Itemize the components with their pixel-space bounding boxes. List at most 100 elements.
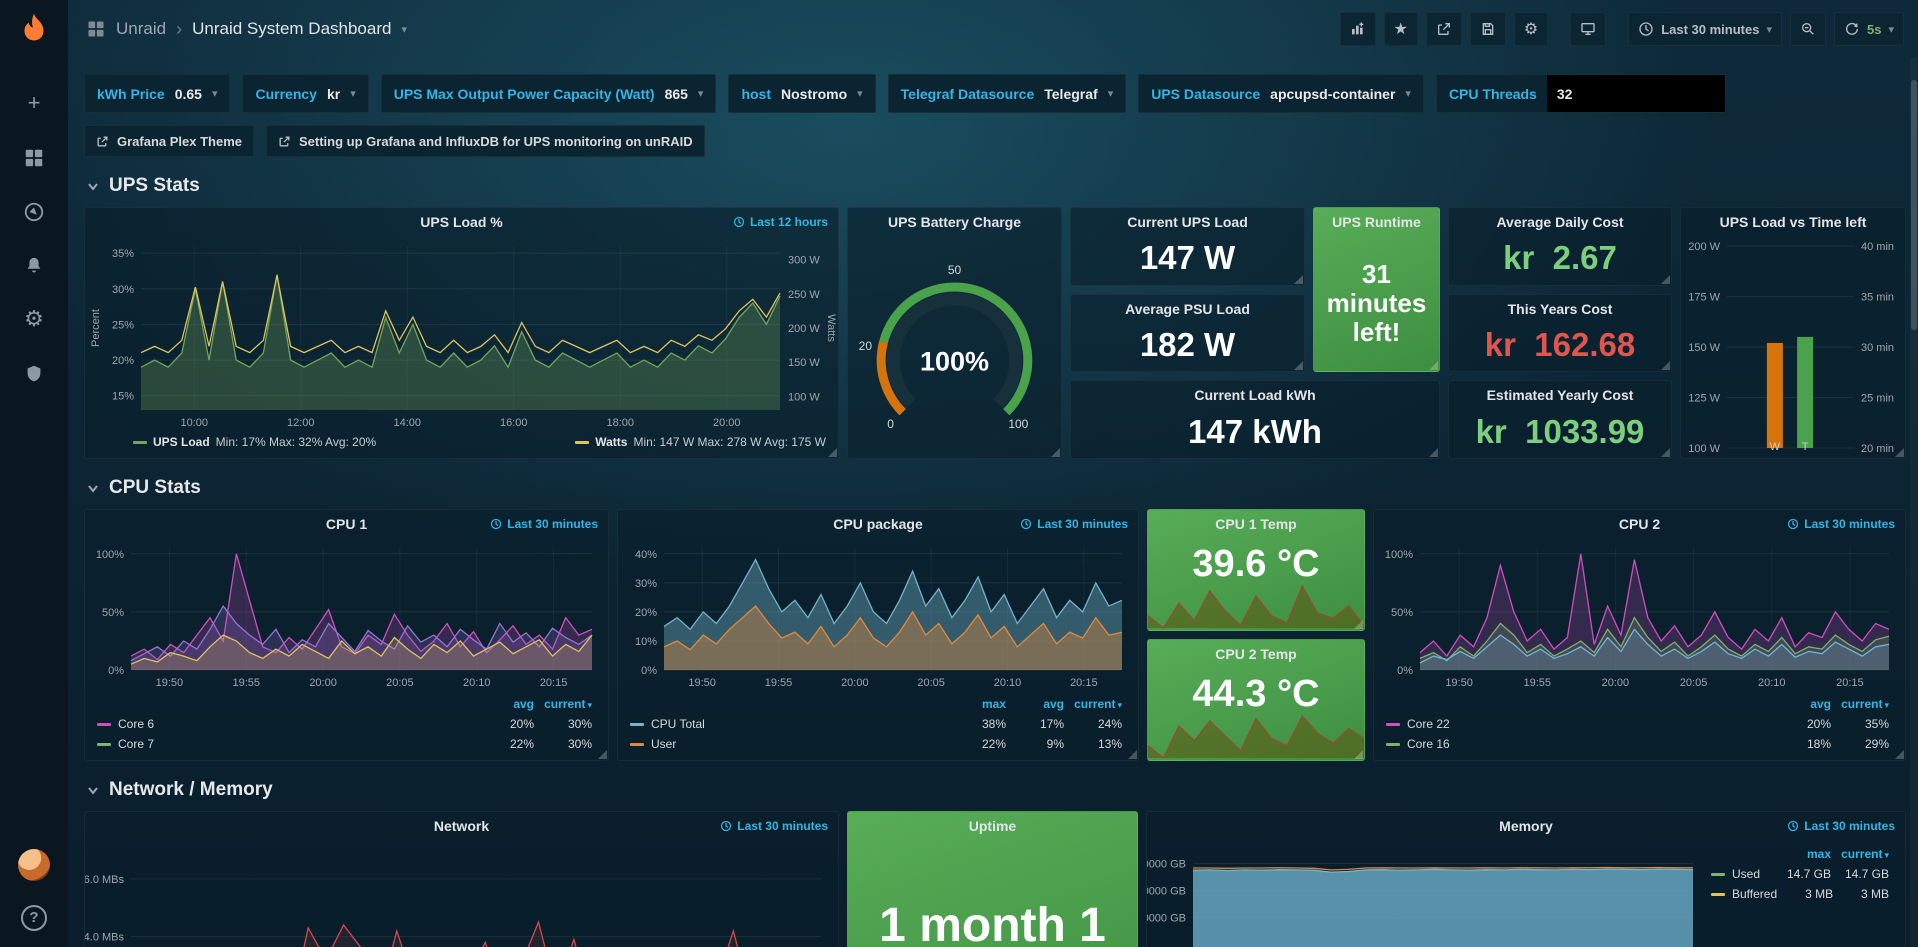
panel-title[interactable]: Average Daily Cost <box>1496 214 1624 230</box>
clock-icon <box>1788 518 1799 530</box>
legend-header-current[interactable]: current <box>1064 697 1122 711</box>
admin-shield-icon[interactable] <box>21 360 47 386</box>
row-header-ups-stats[interactable]: UPS Stats <box>86 175 1906 197</box>
refresh-button[interactable]: 5s ▾ <box>1834 12 1904 46</box>
cpu1-graph[interactable]: 19:50 19:55 20:00 20:05 20:10 20:15 0% 50% 100% <box>85 538 608 692</box>
variable-value[interactable]: Nostromo <box>781 85 848 102</box>
legend-series[interactable]: Core 7 <box>97 737 476 751</box>
link-ups-monitoring-guide[interactable]: Setting up Grafana and InfluxDB for UPS … <box>266 125 705 157</box>
legend-header-avg[interactable]: avg <box>513 697 534 711</box>
variable-value[interactable]: 865 <box>664 85 688 102</box>
variable-value[interactable]: 0.65 <box>174 85 202 102</box>
chevron-down-icon <box>88 787 98 795</box>
external-link-icon <box>279 135 290 147</box>
panel-title[interactable]: Network <box>433 818 490 834</box>
panel-title[interactable]: CPU 2 Temp <box>1215 646 1297 662</box>
legend-header-avg[interactable]: avg <box>1810 697 1831 711</box>
cpu2-graph[interactable]: 19:50 19:55 20:00 20:05 20:10 20:15 0% 50% 100% <box>1374 538 1905 692</box>
panel-title[interactable]: Memory <box>1499 818 1553 834</box>
cpu-package-graph[interactable]: 19:50 19:55 20:00 20:05 20:10 20:15 0% 10% 20% 30… <box>618 538 1138 692</box>
cpu-temp-column: CPU 1 Temp 39.6 °C CPU 2 Temp 44.3 °C <box>1147 509 1365 761</box>
panel-title[interactable]: CPU 1 <box>325 516 368 532</box>
panel-title[interactable]: UPS Load vs Time left <box>1719 214 1867 230</box>
row-header-network-memory[interactable]: Network / Memory <box>86 779 1906 801</box>
legend-header-current[interactable]: current <box>1831 847 1889 861</box>
dashboard-settings-button[interactable]: ⚙ <box>1513 12 1549 46</box>
legend-series[interactable]: Core 16 <box>1386 737 1773 751</box>
panel-title[interactable]: Average PSU Load <box>1125 300 1250 317</box>
legend-header-max[interactable]: max <box>1806 847 1831 861</box>
svg-text:200 W: 200 W <box>788 323 820 335</box>
panel-title[interactable]: CPU 2 <box>1618 516 1661 532</box>
legend-item[interactable]: Watts Min: 147 W Max: 278 W Avg: 175 W <box>575 435 826 449</box>
variable-value[interactable]: apcupsd-container <box>1270 85 1396 102</box>
memory-graph[interactable]: 50.000000 GB 60.000000 GB 70.000000 GB <box>1147 840 1709 947</box>
legend-series[interactable]: Used <box>1711 867 1773 881</box>
legend-series[interactable]: Core 6 <box>97 717 476 731</box>
star-dashboard-button[interactable]: ★ <box>1383 12 1418 46</box>
alerting-bell-icon[interactable] <box>21 252 47 278</box>
legend-header-current[interactable]: current <box>534 697 592 711</box>
panel-title[interactable]: UPS Load % <box>420 214 503 230</box>
breadcrumb-folder[interactable]: Unraid <box>116 19 167 38</box>
time-range-picker[interactable]: Last 30 minutes ▾ <box>1628 12 1782 46</box>
legend-series[interactable]: User <box>630 737 948 751</box>
panel-title[interactable]: Estimated Yearly Cost <box>1486 387 1634 404</box>
variable-kwh-price[interactable]: kWh Price 0.65 ▾ <box>84 74 231 113</box>
panel-title[interactable]: Current Load kWh <box>1194 387 1316 404</box>
panel-this-years-cost: This Years Cost kr 162.68 <box>1448 293 1672 373</box>
ups-load-time-left-chart[interactable]: 100 W 125 W 150 W 175 W 200 W 20 min 25 min 30 … <box>1681 236 1905 458</box>
legend-item[interactable]: UPS Load Min: 17% Max: 32% Avg: 20% <box>133 435 376 449</box>
legend-series[interactable]: Core 22 <box>1386 717 1773 731</box>
variable-host[interactable]: host Nostromo ▾ <box>728 74 876 113</box>
cycle-view-mode-button[interactable] <box>1570 12 1607 46</box>
create-plus-icon[interactable]: + <box>27 90 41 115</box>
legend-header-max[interactable]: max <box>981 697 1006 711</box>
dashboard-dropdown-caret-icon[interactable]: ▾ <box>401 23 407 36</box>
panel-title[interactable]: CPU package <box>833 516 923 532</box>
ups-load-graph[interactable]: 10:00 12:00 14:00 16:00 18:00 20:00 15% 20% 25% 3… <box>85 236 838 432</box>
save-dashboard-button[interactable] <box>1469 12 1506 46</box>
breadcrumb-title[interactable]: Unraid System Dashboard <box>192 19 392 38</box>
share-dashboard-button[interactable] <box>1425 12 1462 46</box>
cpu-threads-input[interactable] <box>1546 75 1725 112</box>
variable-value[interactable]: Telegraf <box>1044 85 1098 102</box>
variable-currency[interactable]: Currency kr ▾ <box>242 74 369 113</box>
variable-telegraf-datasource[interactable]: Telegraf Datasource Telegraf ▾ <box>887 74 1127 113</box>
time-range-label: Last 12 hours <box>749 215 828 229</box>
panel-title[interactable]: Current UPS Load <box>1127 214 1248 230</box>
variable-ups-datasource[interactable]: UPS Datasource apcupsd-container ▾ <box>1138 74 1424 113</box>
network-memory-row: Network Last 30 minutes 2.0 MBs4.0 MBs6.… <box>84 811 1906 947</box>
save-icon <box>1482 23 1494 35</box>
panel-title[interactable]: CPU 1 Temp <box>1215 516 1297 532</box>
variable-ups-max-output[interactable]: UPS Max Output Power Capacity (Watt) 865… <box>380 74 717 113</box>
variable-value[interactable]: kr <box>326 85 341 102</box>
user-avatar[interactable] <box>18 849 50 881</box>
battery-gauge[interactable]: 0 20 50 100 100% <box>848 236 1061 458</box>
dashboard-scroll-area[interactable]: kWh Price 0.65 ▾ Currency kr ▾ UPS Max O… <box>68 58 1918 947</box>
add-panel-button[interactable] <box>1339 12 1376 46</box>
scrollbar[interactable] <box>1910 58 1918 947</box>
link-grafana-plex-theme[interactable]: Grafana Plex Theme <box>84 125 254 157</box>
flame-icon <box>24 13 44 41</box>
panel-title[interactable]: UPS Battery Charge <box>887 214 1022 230</box>
graph-legend-table: avg current Core 22 20% 35% Core 16 18% … <box>1374 692 1905 760</box>
grafana-logo[interactable] <box>15 12 53 50</box>
configuration-gear-icon[interactable]: ⚙ <box>24 306 44 331</box>
legend-series[interactable]: Buffered <box>1711 887 1777 901</box>
dashboards-icon[interactable] <box>21 144 47 170</box>
panel-title[interactable]: This Years Cost <box>1507 300 1613 317</box>
legend-header-current[interactable]: current <box>1831 697 1889 711</box>
svg-text:25 min: 25 min <box>1861 393 1894 405</box>
panel-title[interactable]: UPS Runtime <box>1332 214 1421 230</box>
row-header-cpu-stats[interactable]: CPU Stats <box>86 477 1906 499</box>
panel-title[interactable]: Uptime <box>968 818 1017 834</box>
explore-compass-icon[interactable] <box>21 198 47 224</box>
legend-header-avg[interactable]: avg <box>1043 697 1064 711</box>
legend-series[interactable]: CPU Total <box>630 717 948 731</box>
help-icon[interactable]: ? <box>21 905 47 931</box>
svg-text:125 W: 125 W <box>1688 393 1720 405</box>
scrollbar-thumb[interactable] <box>1911 80 1917 330</box>
zoom-out-button[interactable] <box>1790 12 1826 46</box>
